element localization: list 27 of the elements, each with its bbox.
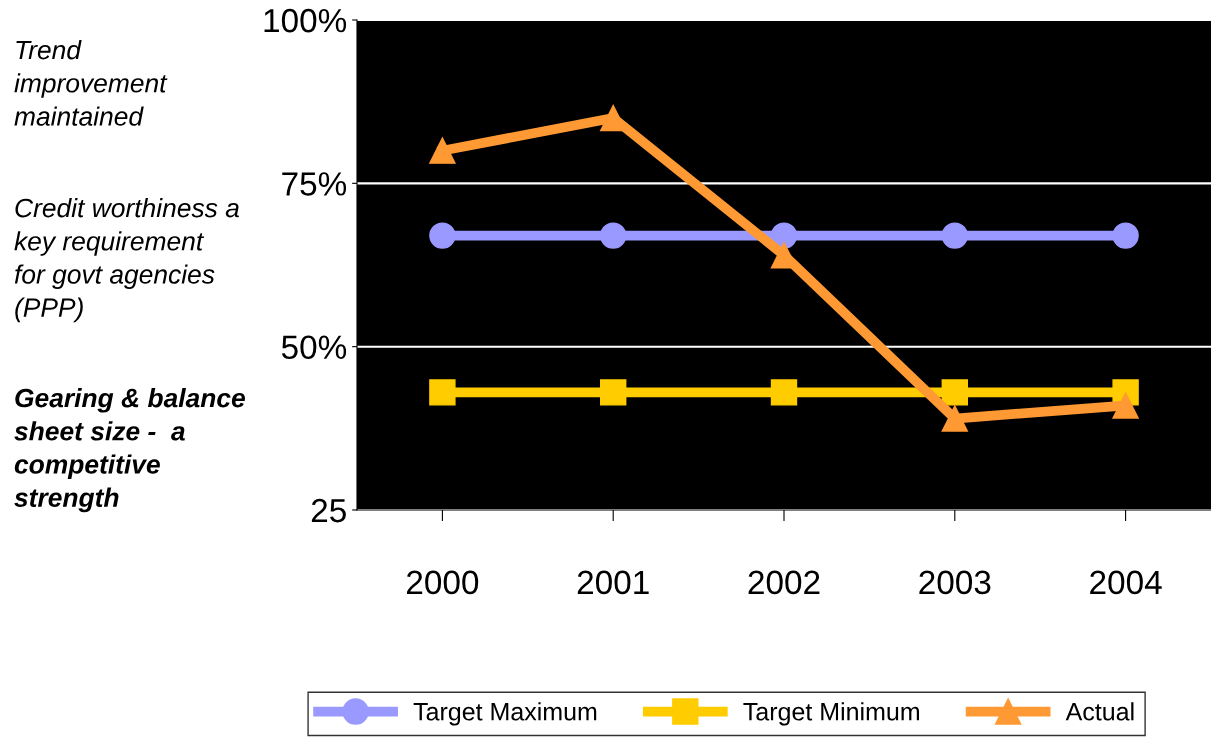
point bbox=[600, 222, 627, 249]
point bbox=[1112, 222, 1139, 249]
text: Gearing & balance sheet size - a competitive strength bbox=[14, 388, 245, 513]
point bbox=[429, 379, 456, 406]
y-tick-label: 100% bbox=[264, 8, 347, 33]
legend-label: Target Minimum bbox=[743, 702, 919, 726]
legend-label: Target Maximum bbox=[413, 702, 597, 726]
text: Credit worthiness a key requirement for govt agencies (PPP) bbox=[14, 198, 239, 323]
x-tick-label: 2003 bbox=[919, 570, 991, 595]
legend-label: Actual bbox=[1065, 702, 1134, 721]
point bbox=[429, 137, 456, 164]
x-tick-label: 2000 bbox=[407, 570, 479, 595]
x-tick-label: 2004 bbox=[1090, 570, 1162, 595]
point bbox=[429, 222, 456, 249]
y-tick-label: 25 bbox=[311, 498, 346, 523]
y-tick-label: 50% bbox=[281, 335, 347, 360]
y-tick-label: 75% bbox=[282, 172, 347, 196]
point bbox=[941, 222, 968, 249]
point bbox=[600, 379, 627, 406]
point bbox=[770, 379, 798, 406]
text: Trend improvement maintained bbox=[14, 40, 168, 126]
point bbox=[941, 405, 968, 432]
x-tick-label: 2002 bbox=[748, 570, 820, 595]
x-tick-label: 2001 bbox=[577, 570, 649, 595]
point bbox=[770, 222, 798, 249]
point bbox=[941, 379, 968, 406]
point bbox=[1112, 392, 1139, 419]
